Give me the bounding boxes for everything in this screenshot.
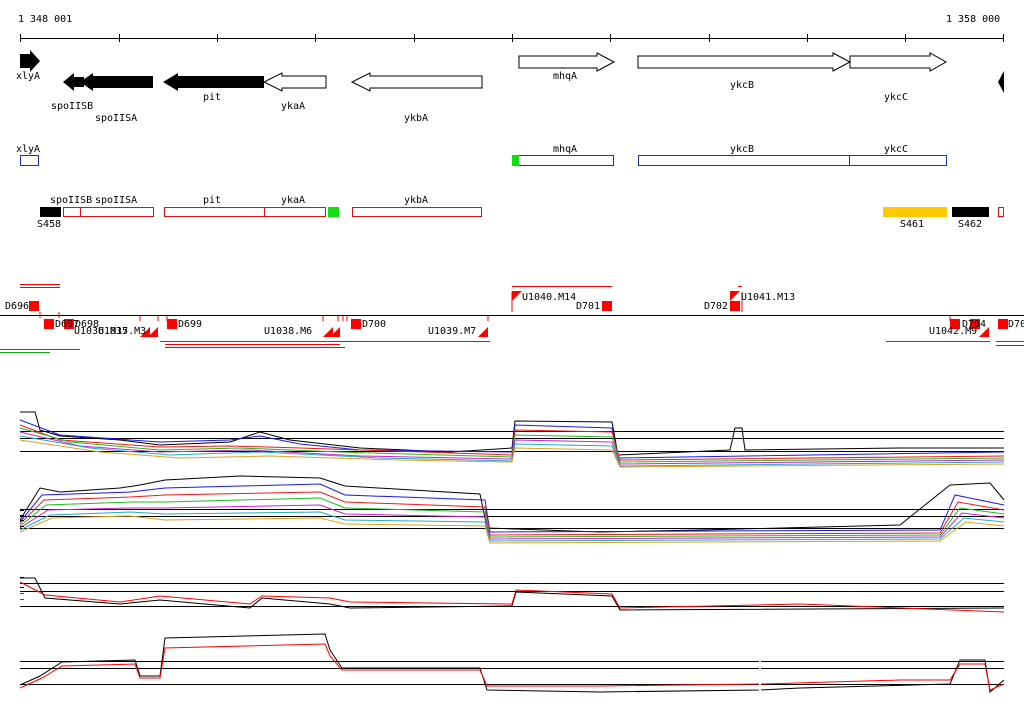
protein-track [40,207,1004,217]
protein-label-ykbA: ykbA [404,195,429,206]
promoter-marker-D701[interactable] [602,301,612,311]
promoter-marker-D704[interactable] [950,319,960,329]
gene-arrow-ykbA[interactable] [350,72,483,92]
promoter-flag-U1036[interactable] [140,327,150,337]
promoter-flag-U1038[interactable] [323,327,333,337]
promoter-label-D704: D704 [962,319,987,330]
gene-arrow-ykcC[interactable] [849,52,948,72]
transcript-label-ykcB: ykcB [730,144,755,155]
gene-label-xlyA: xlyA [16,71,41,82]
promoter-label-U1036: U1036.M15 [74,326,129,337]
promoter-marker-D700[interactable] [351,319,361,329]
promoter-marker-D696[interactable] [29,301,39,311]
protein-ykaA[interactable] [264,207,326,217]
gene-arrow-ykaA[interactable] [262,72,327,92]
gene-arrow-mhqA[interactable] [518,52,616,72]
promoter-flag-U1042[interactable] [979,327,989,337]
promoter-label-D705: D705 [1008,319,1024,330]
promoter-label-D698: D698 [75,319,100,330]
ruler-end-label: 1 358 000 [946,14,1001,25]
transcript-xlyA[interactable] [20,155,39,166]
promoter-flag-U1041[interactable] [730,291,740,301]
promoter-marker-D702[interactable] [730,301,740,311]
gene-label-ykaA: ykaA [281,101,306,112]
feature-partial-box [998,207,1004,217]
promoter-label-U1041: U1041.M13 [741,292,796,303]
promoter-label-U1042: U1042.M9 [929,326,978,337]
promoter-flag-U1038b [330,327,340,337]
protein-label-pit: pit [203,195,222,206]
feature-S461[interactable] [883,207,947,217]
transcript-label-xlyA: xlyA [16,144,41,155]
expression-track-3 [19,577,1005,613]
promoter-flag-U1040[interactable] [512,291,522,301]
gene-arrow-pit[interactable] [163,73,264,91]
promoter-marker-D697[interactable] [44,319,54,329]
gene-arrow-xlyA[interactable] [20,50,40,72]
feature-label-S461: S461 [900,219,925,230]
gene-label-ykbA: ykbA [404,113,429,124]
promoter-flag-U1039[interactable] [478,327,488,337]
feature-label-S458: S458 [37,219,62,230]
expression-track-1 [19,411,1005,468]
ruler-start-label: 1 348 001 [18,14,73,25]
transcript-mhqA[interactable] [512,155,614,166]
promoter-label-D701: D701 [576,301,601,312]
transcript-start-marker [512,155,519,166]
gene-arrow-spoIISA[interactable] [80,73,153,91]
transcript-ykcB[interactable] [638,155,850,166]
transcript-label-mhqA: mhqA [553,144,578,155]
gene-arrow-ykcB[interactable] [637,52,852,72]
protein-label-ykaA: ykaA [281,195,306,206]
gene-label-mhqA: mhqA [553,71,578,82]
promoter-marker-D704b [970,319,980,329]
gene-track [20,50,1004,93]
gene-label-pit: pit [203,92,222,103]
transcript-track [20,155,947,166]
gene-label-ykcC: ykcC [884,92,909,103]
promoter-label-D700: D700 [362,319,387,330]
expression-track-2 [19,475,1005,544]
promoter-marker-D705[interactable] [998,319,1008,329]
promoter-label-D702: D702 [704,301,729,312]
gene-label-spoIISA: spoIISA [95,113,138,124]
protein-ykbA[interactable] [352,207,482,217]
protein-pit[interactable] [164,207,265,217]
promoter-label-D696: D696 [5,301,30,312]
feature-label-S462: S462 [958,219,983,230]
gene-arrow-spoIISB[interactable] [63,73,84,91]
protein-spoIISB[interactable] [63,207,81,217]
promoter-label-U1039: U1039.M7 [428,326,477,337]
gene-label-ykcB: ykcB [730,80,755,91]
promoter-label-D697: D697 [55,319,80,330]
promoter-label-U1037: U1037.M3 [98,326,147,337]
gene-arrow-partial [998,71,1004,93]
promoter-marker-D698[interactable] [64,319,74,329]
gene-label-spoIISB: spoIISB [51,101,94,112]
feature-green-box [328,207,339,217]
promoter-flag-U1037[interactable] [148,327,158,337]
feature-S458[interactable] [40,207,61,217]
transcript-label-ykcC: ykcC [884,144,909,155]
promoter-label-D699: D699 [178,319,203,330]
promoter-marker-D699[interactable] [167,319,177,329]
expression-track-4 [19,633,1005,695]
promoter-label-U1040: U1040.M14 [522,292,577,303]
protein-label-spoIISB: spoIISB [50,195,93,206]
protein-spoIISA[interactable] [80,207,154,217]
transcript-ykcC[interactable] [849,155,947,166]
ruler-axis [20,34,1004,42]
feature-S462[interactable] [952,207,989,217]
promoter-track [0,284,1024,353]
protein-label-spoIISA: spoIISA [95,195,138,206]
promoter-label-U1038: U1038.M6 [264,326,313,337]
